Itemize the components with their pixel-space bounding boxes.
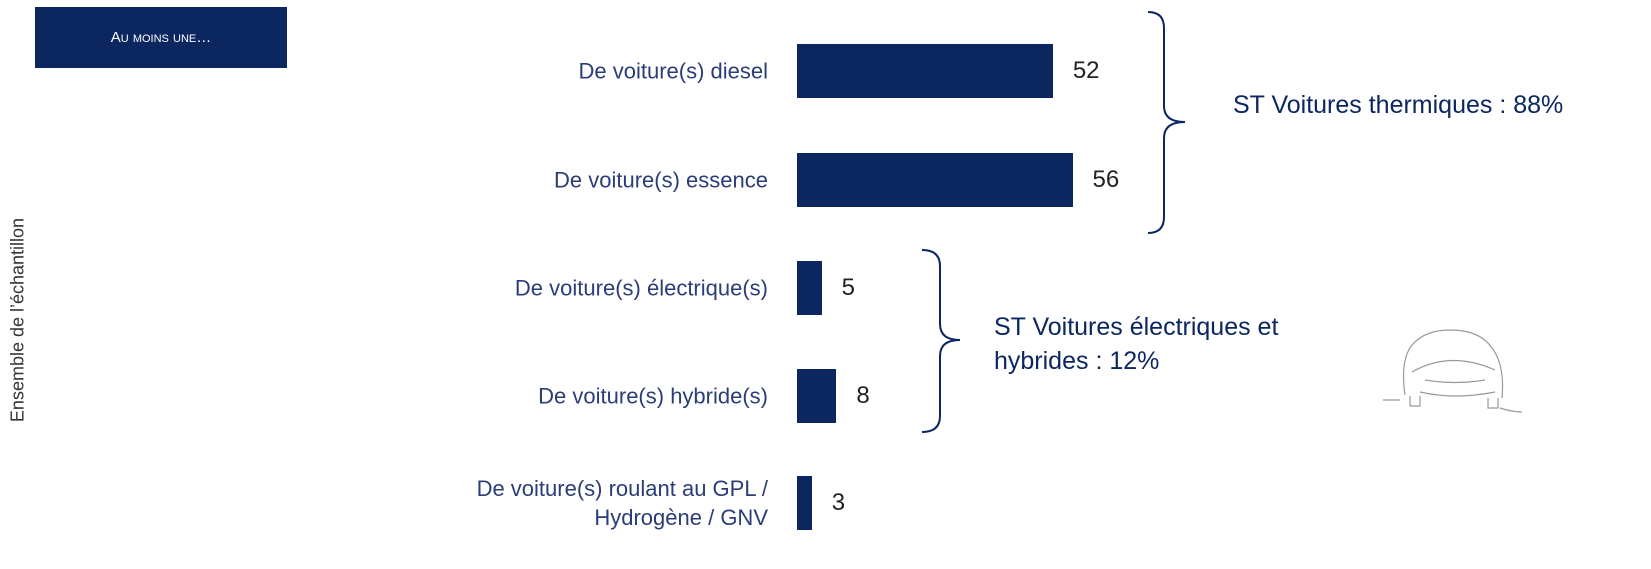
- annotation: ST Voitures thermiques : 88%: [1233, 91, 1564, 119]
- annotation: ST Voitures électriques et hybrides : 12…: [994, 313, 1279, 375]
- category-label: De voiture(s) électrique(s): [514, 275, 768, 301]
- category-label: De voiture(s) roulant au GPL / Hydrogène…: [476, 476, 768, 530]
- bar: [797, 44, 1053, 98]
- brace: [921, 249, 961, 433]
- brace: [1147, 11, 1186, 234]
- value-label: 8: [856, 382, 870, 409]
- car-icon: [1383, 329, 1523, 413]
- category-label: De voiture(s) essence: [554, 167, 768, 193]
- category-label: De voiture(s) hybride(s): [538, 383, 768, 409]
- bar: [797, 261, 822, 315]
- value-label: 56: [1092, 166, 1120, 193]
- category-label: De voiture(s) diesel: [578, 58, 768, 84]
- value-label: 5: [841, 274, 855, 301]
- value-label: 52: [1072, 57, 1100, 84]
- header: Au moins une…: [35, 7, 287, 68]
- value-label: 3: [831, 489, 846, 516]
- bar: [797, 369, 837, 423]
- bar: [797, 153, 1073, 207]
- bar: [797, 476, 812, 530]
